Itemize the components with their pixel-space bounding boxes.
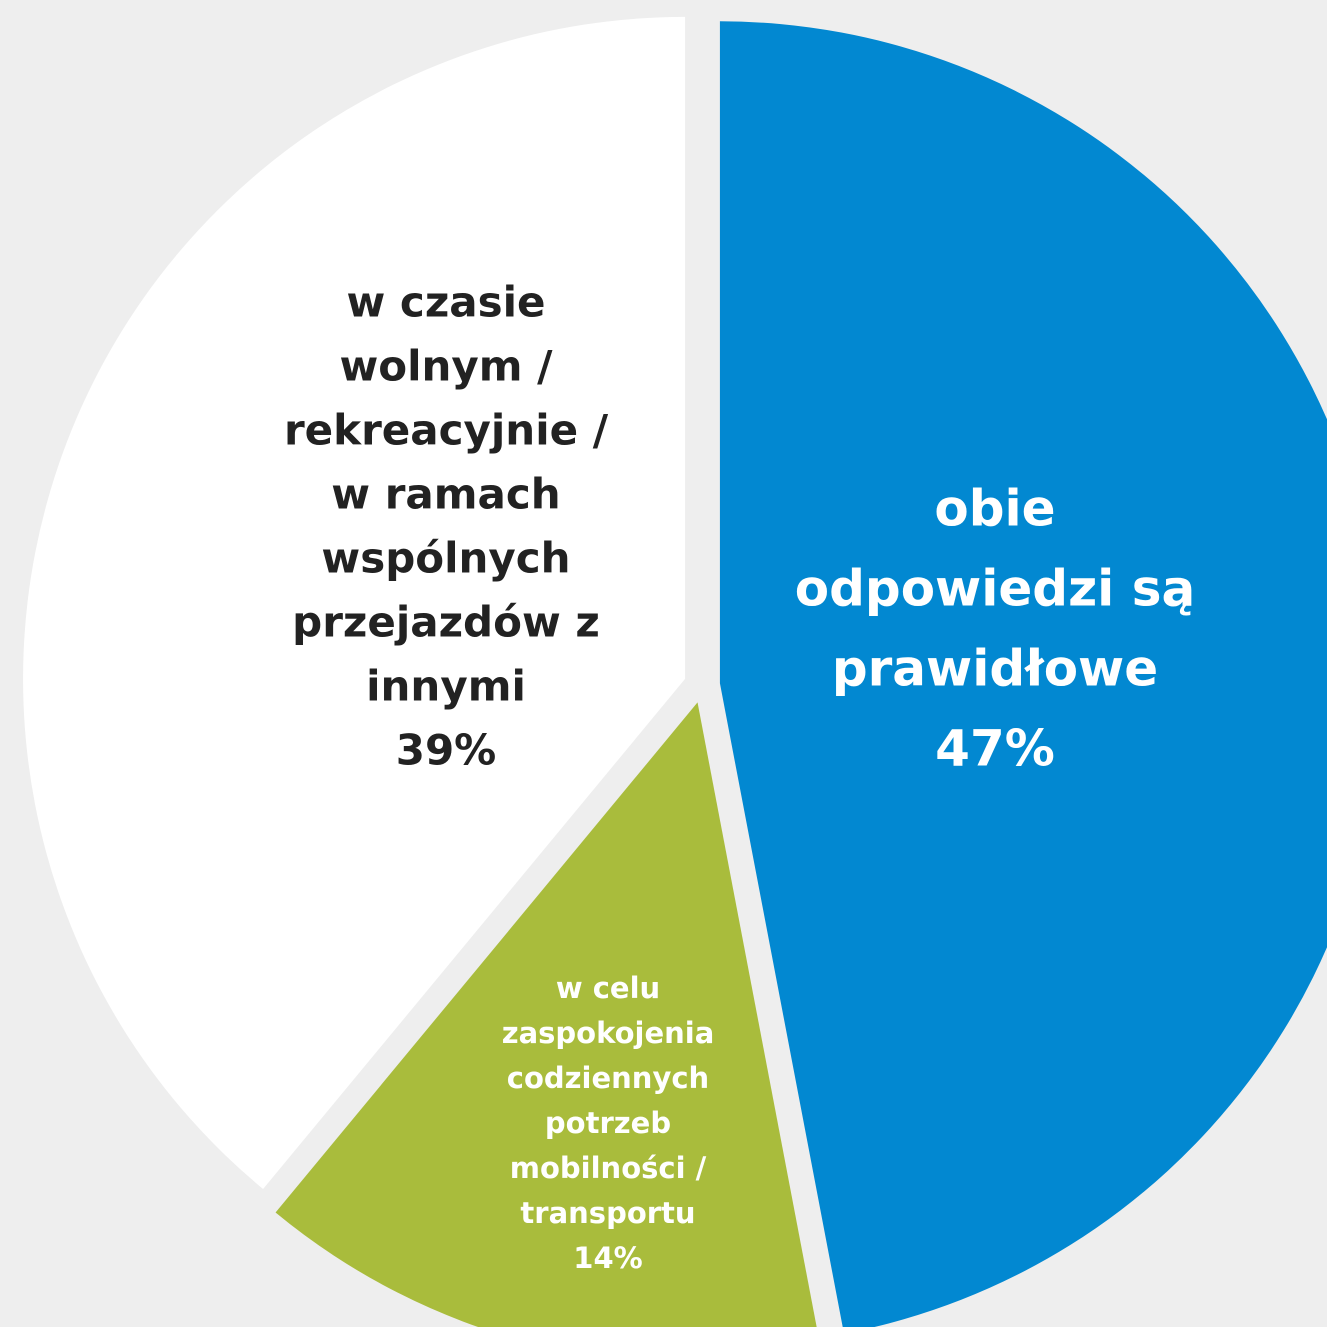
slice-label: rekreacyjnie / — [284, 406, 609, 455]
slice-label: odpowiedzi są — [795, 560, 1195, 618]
slice-label: innymi — [366, 662, 526, 711]
slice-label: przejazdów z — [292, 598, 600, 647]
slice-label: wolnym / — [339, 342, 553, 391]
slice-label: obie — [934, 480, 1055, 538]
pie-slice — [23, 16, 686, 1189]
slice-label: codziennych — [507, 1061, 709, 1095]
slice-label: transportu — [520, 1196, 695, 1230]
slice-label: zaspokojenia — [502, 1016, 715, 1050]
value-label: 39% — [396, 726, 497, 775]
slice-label: w ramach — [331, 470, 560, 519]
value-label: 47% — [935, 720, 1055, 778]
value-label: 14% — [573, 1241, 642, 1275]
slice-label: w czasie — [347, 278, 546, 327]
slice-label: wspólnych — [321, 534, 570, 583]
slice-label: potrzeb — [545, 1106, 671, 1140]
slice-label: mobilności / — [510, 1151, 707, 1185]
pie-slice — [719, 21, 1327, 1327]
pie-slice — [275, 702, 817, 1327]
slice-label: prawidłowe — [832, 640, 1158, 698]
slice-label: w celu — [556, 971, 660, 1005]
